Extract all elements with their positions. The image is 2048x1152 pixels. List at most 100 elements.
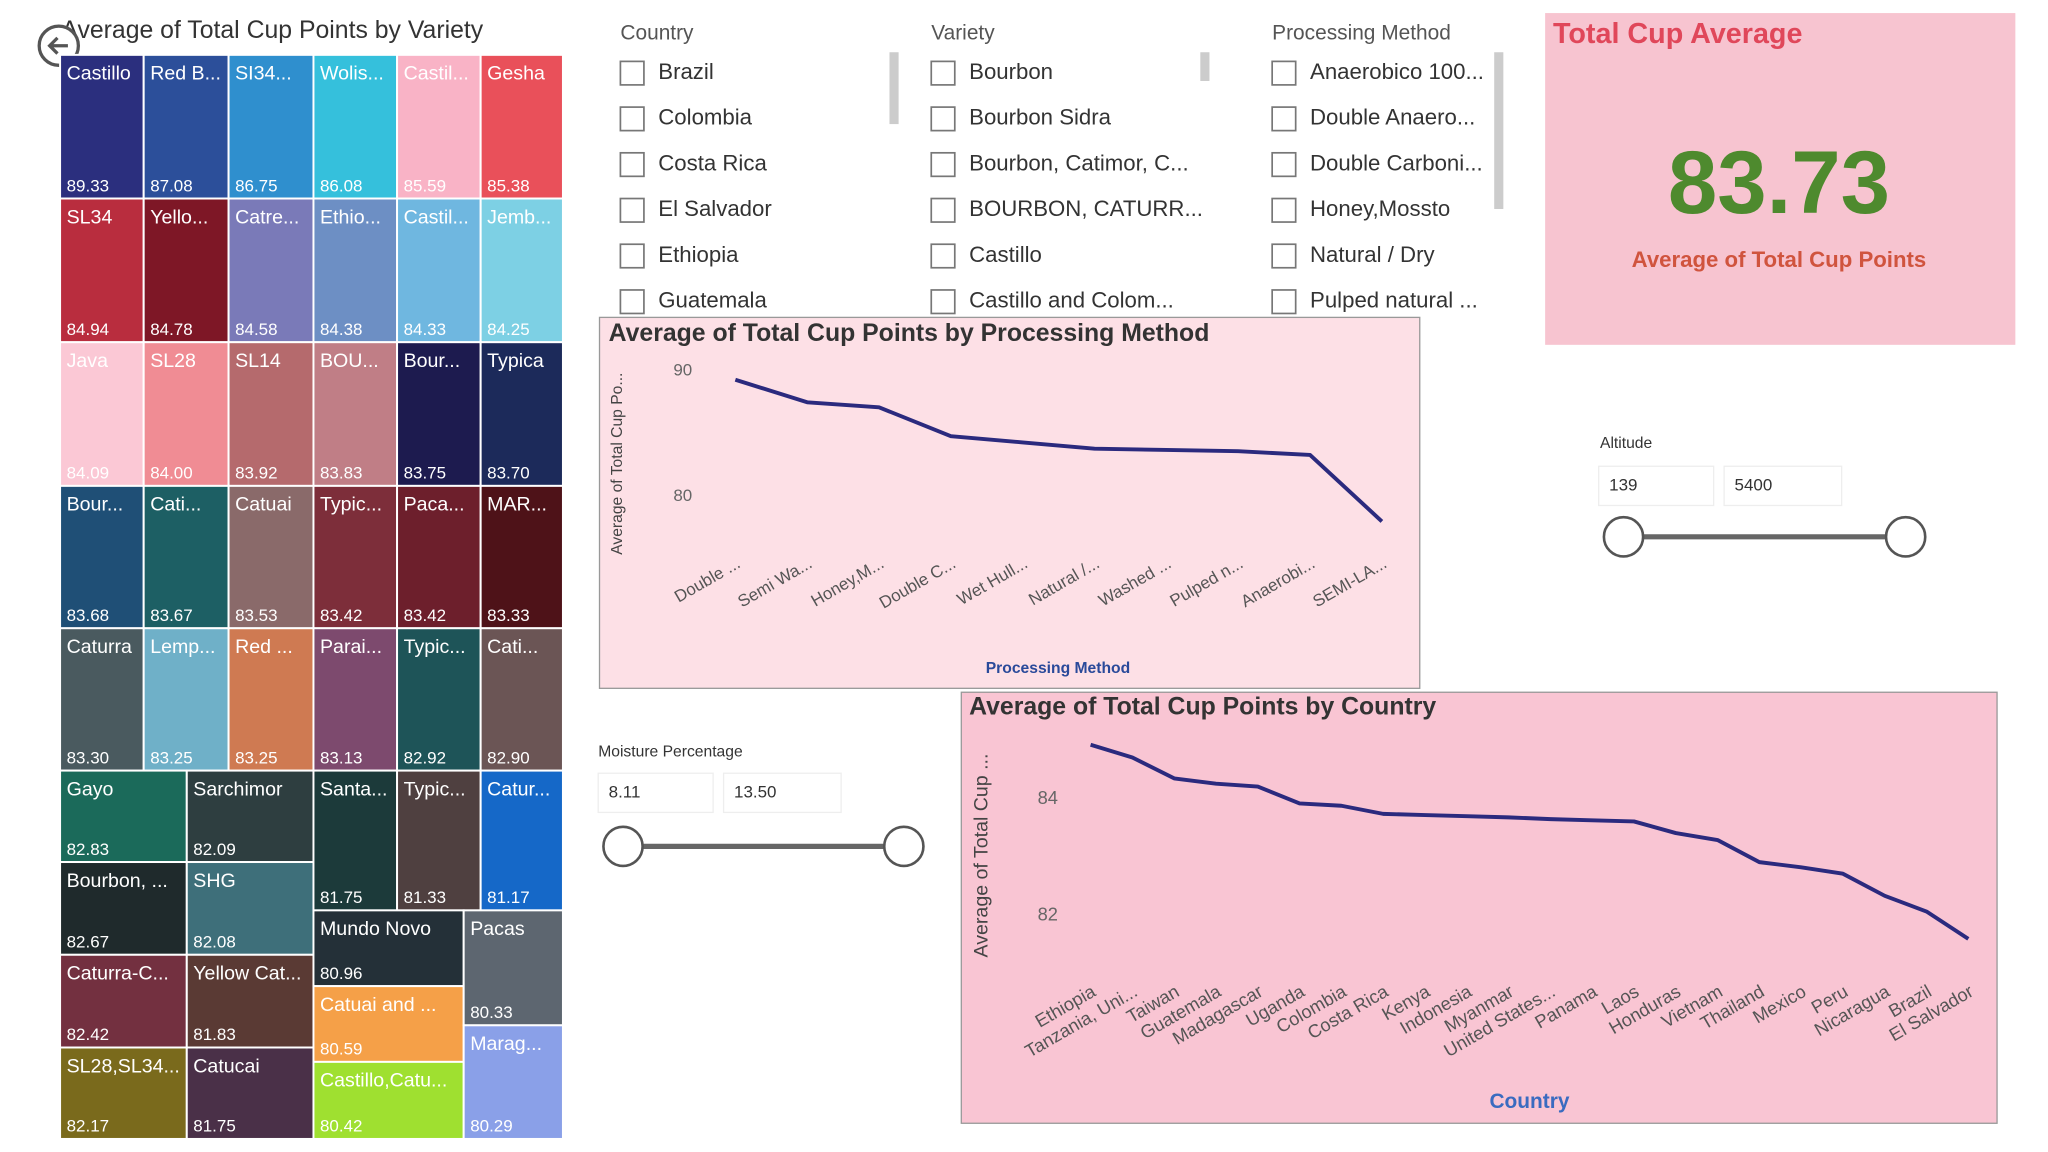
slider-handle[interactable] bbox=[602, 825, 644, 868]
cell-value: 81.83 bbox=[193, 1025, 235, 1044]
cell-value: 84.09 bbox=[67, 464, 109, 483]
cell-label: SL34 bbox=[67, 206, 113, 228]
cell-value: 85.59 bbox=[404, 176, 446, 195]
slicer-item: Bourbon bbox=[969, 59, 1053, 84]
cell-value: 82.92 bbox=[404, 748, 446, 767]
cell-label: Typic... bbox=[404, 636, 466, 658]
scrollbar[interactable] bbox=[1200, 52, 1210, 81]
cell-label: Bourbon, ... bbox=[67, 870, 168, 892]
x-axis-title: Country bbox=[1489, 1090, 1569, 1113]
chart-title: Average of Total Cup Points by Processin… bbox=[609, 320, 1210, 347]
cell-value: 81.33 bbox=[404, 888, 446, 907]
cell-label: Catuai and ... bbox=[320, 994, 436, 1016]
treemap-cell bbox=[142, 341, 230, 487]
checkbox[interactable] bbox=[619, 60, 645, 86]
treemap-cell bbox=[227, 484, 315, 630]
checkbox[interactable] bbox=[619, 289, 645, 315]
cell-value: 83.92 bbox=[235, 464, 277, 483]
slicer-item: Ethiopia bbox=[658, 242, 739, 267]
input-box[interactable] bbox=[1723, 465, 1843, 507]
checkbox[interactable] bbox=[619, 243, 645, 269]
cell-value: 80.96 bbox=[320, 964, 362, 983]
treemap-cell bbox=[227, 197, 315, 344]
slider-min: 8.11 bbox=[609, 782, 641, 801]
y-axis-title: Average of Total Cup Po... bbox=[609, 373, 626, 555]
cell-label: BOU... bbox=[320, 350, 379, 372]
slider-handle[interactable] bbox=[1602, 515, 1645, 558]
slicer-title: Variety bbox=[931, 21, 995, 44]
checkbox[interactable] bbox=[930, 60, 956, 86]
cell-label: Typic... bbox=[404, 778, 466, 800]
cell-value: 83.42 bbox=[404, 606, 446, 625]
cell-label: Santa... bbox=[320, 778, 387, 800]
treemap-cell bbox=[396, 341, 482, 487]
card-label: Average of Total Cup Points bbox=[1632, 247, 1927, 272]
cell-label: Gesha bbox=[487, 63, 545, 85]
slicer-item: Double Anaero... bbox=[1310, 105, 1475, 130]
treemap-title: Average of Total Cup Points by Variety bbox=[61, 17, 483, 44]
cell-value: 81.75 bbox=[193, 1117, 235, 1136]
cell-label: Caturra bbox=[67, 636, 132, 658]
cell-label: Cati... bbox=[487, 636, 538, 658]
checkbox[interactable] bbox=[1271, 197, 1297, 223]
checkbox[interactable] bbox=[619, 106, 645, 132]
checkbox[interactable] bbox=[930, 197, 956, 223]
cell-label: Castil... bbox=[404, 63, 469, 85]
checkbox[interactable] bbox=[930, 289, 956, 315]
cell-value: 84.25 bbox=[487, 320, 529, 339]
cell-value: 87.08 bbox=[150, 176, 192, 195]
slicer-item: Castillo bbox=[969, 242, 1042, 267]
cell-label: Marag... bbox=[470, 1033, 542, 1055]
slicer-item: Anaerobico 100... bbox=[1310, 59, 1484, 84]
cell-label: Sarchimor bbox=[193, 778, 283, 800]
slicer-item: Honey,Mossto bbox=[1310, 196, 1450, 221]
treemap-cell bbox=[185, 861, 315, 956]
cell-label: SL28 bbox=[150, 350, 196, 372]
checkbox[interactable] bbox=[1271, 151, 1297, 178]
cell-value: 81.17 bbox=[487, 888, 529, 907]
line bbox=[1090, 742, 1970, 941]
cell-value: 84.78 bbox=[150, 320, 192, 339]
cell-label: Castillo,Catu... bbox=[320, 1070, 447, 1092]
slicer-title: Country bbox=[620, 21, 694, 44]
cell-label: Ethio... bbox=[320, 206, 381, 228]
cell-label: Java bbox=[67, 350, 108, 372]
cell-value: 83.75 bbox=[404, 464, 446, 483]
checkbox[interactable] bbox=[619, 197, 645, 223]
cell-label: Wolis... bbox=[320, 63, 384, 85]
checkbox[interactable] bbox=[930, 151, 956, 178]
chart-title: Average of Total Cup Points by Country bbox=[969, 693, 1436, 720]
cell-value: 83.42 bbox=[320, 606, 362, 625]
slider-handle[interactable] bbox=[1884, 515, 1927, 558]
treemap-cell bbox=[312, 769, 399, 912]
slicer-item: Bourbon, Catimor, C... bbox=[969, 150, 1189, 175]
cell-label: SI34... bbox=[235, 63, 292, 85]
cell-label: Catre... bbox=[235, 206, 299, 228]
input-box[interactable] bbox=[1598, 465, 1715, 507]
cell-label: Pacas bbox=[470, 918, 525, 940]
cell-label: Red B... bbox=[150, 63, 221, 85]
checkbox[interactable] bbox=[1271, 106, 1297, 132]
scrollbar[interactable] bbox=[1494, 52, 1504, 209]
y-axis-title: Average of Total Cup ... bbox=[970, 754, 992, 958]
slicer-item: El Salvador bbox=[658, 196, 772, 221]
cell-value: 89.33 bbox=[67, 176, 109, 195]
input-box[interactable] bbox=[722, 772, 842, 814]
cell-value: 82.09 bbox=[193, 840, 235, 859]
treemap-cell bbox=[479, 341, 564, 487]
treemap-cell bbox=[396, 627, 482, 772]
card-value: 83.73 bbox=[1668, 133, 1890, 232]
checkbox[interactable] bbox=[1271, 289, 1297, 315]
slider-handle[interactable] bbox=[882, 825, 925, 868]
treemap-cell bbox=[312, 341, 399, 487]
cell-label: Gayo bbox=[67, 778, 114, 800]
checkbox[interactable] bbox=[619, 151, 645, 178]
checkbox[interactable] bbox=[930, 243, 956, 269]
checkbox[interactable] bbox=[1271, 60, 1297, 86]
checkbox[interactable] bbox=[1271, 243, 1297, 269]
scrollbar[interactable] bbox=[889, 52, 899, 125]
cell-label: Caturra-C... bbox=[67, 963, 169, 985]
input-box[interactable] bbox=[597, 772, 714, 814]
checkbox[interactable] bbox=[930, 106, 956, 132]
slicer-item: Guatemala bbox=[658, 288, 767, 313]
